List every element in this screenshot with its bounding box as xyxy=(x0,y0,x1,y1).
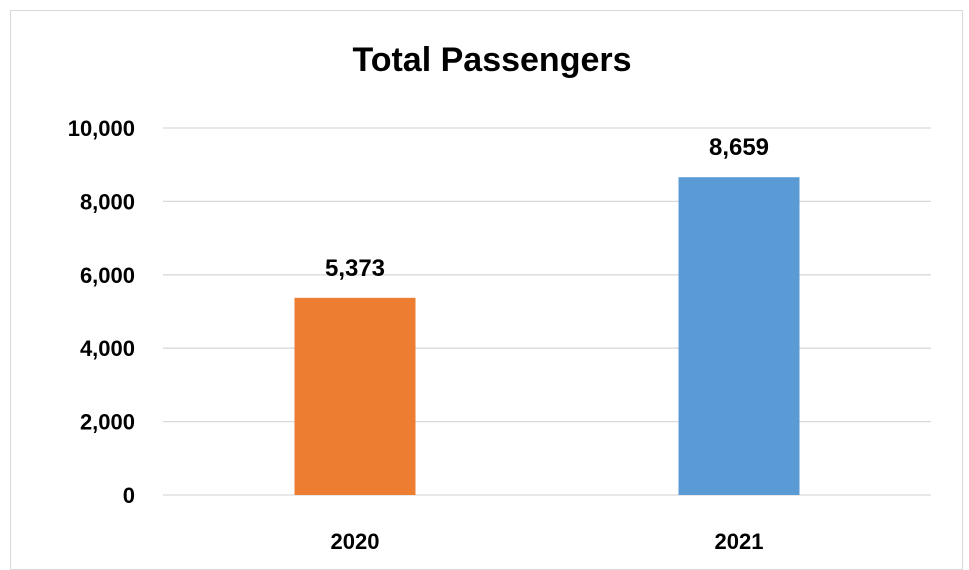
y-tick-label: 0 xyxy=(123,483,135,508)
x-tick-label: 2020 xyxy=(331,529,380,554)
y-tick-label: 10,000 xyxy=(68,116,135,141)
data-label-2020: 5,373 xyxy=(325,255,385,282)
bar-2021 xyxy=(678,177,800,495)
chart-frame xyxy=(10,10,963,570)
x-tick-label: 2021 xyxy=(715,529,764,554)
gridlines xyxy=(163,127,931,496)
y-tick-label: 8,000 xyxy=(80,189,135,214)
bars xyxy=(294,177,800,495)
y-tick-label: 4,000 xyxy=(80,336,135,361)
y-tick-label: 6,000 xyxy=(80,263,135,288)
data-label-2021: 8,659 xyxy=(709,134,769,161)
bar-2020 xyxy=(294,297,416,495)
data-labels: 5,373 8,659 xyxy=(325,134,769,282)
y-axis-ticks: 0 2,000 4,000 6,000 8,000 10,000 xyxy=(68,116,135,508)
chart-title: Total Passengers xyxy=(352,41,631,79)
y-tick-label: 2,000 xyxy=(80,410,135,435)
x-axis-ticks: 2020 2021 xyxy=(331,529,764,554)
